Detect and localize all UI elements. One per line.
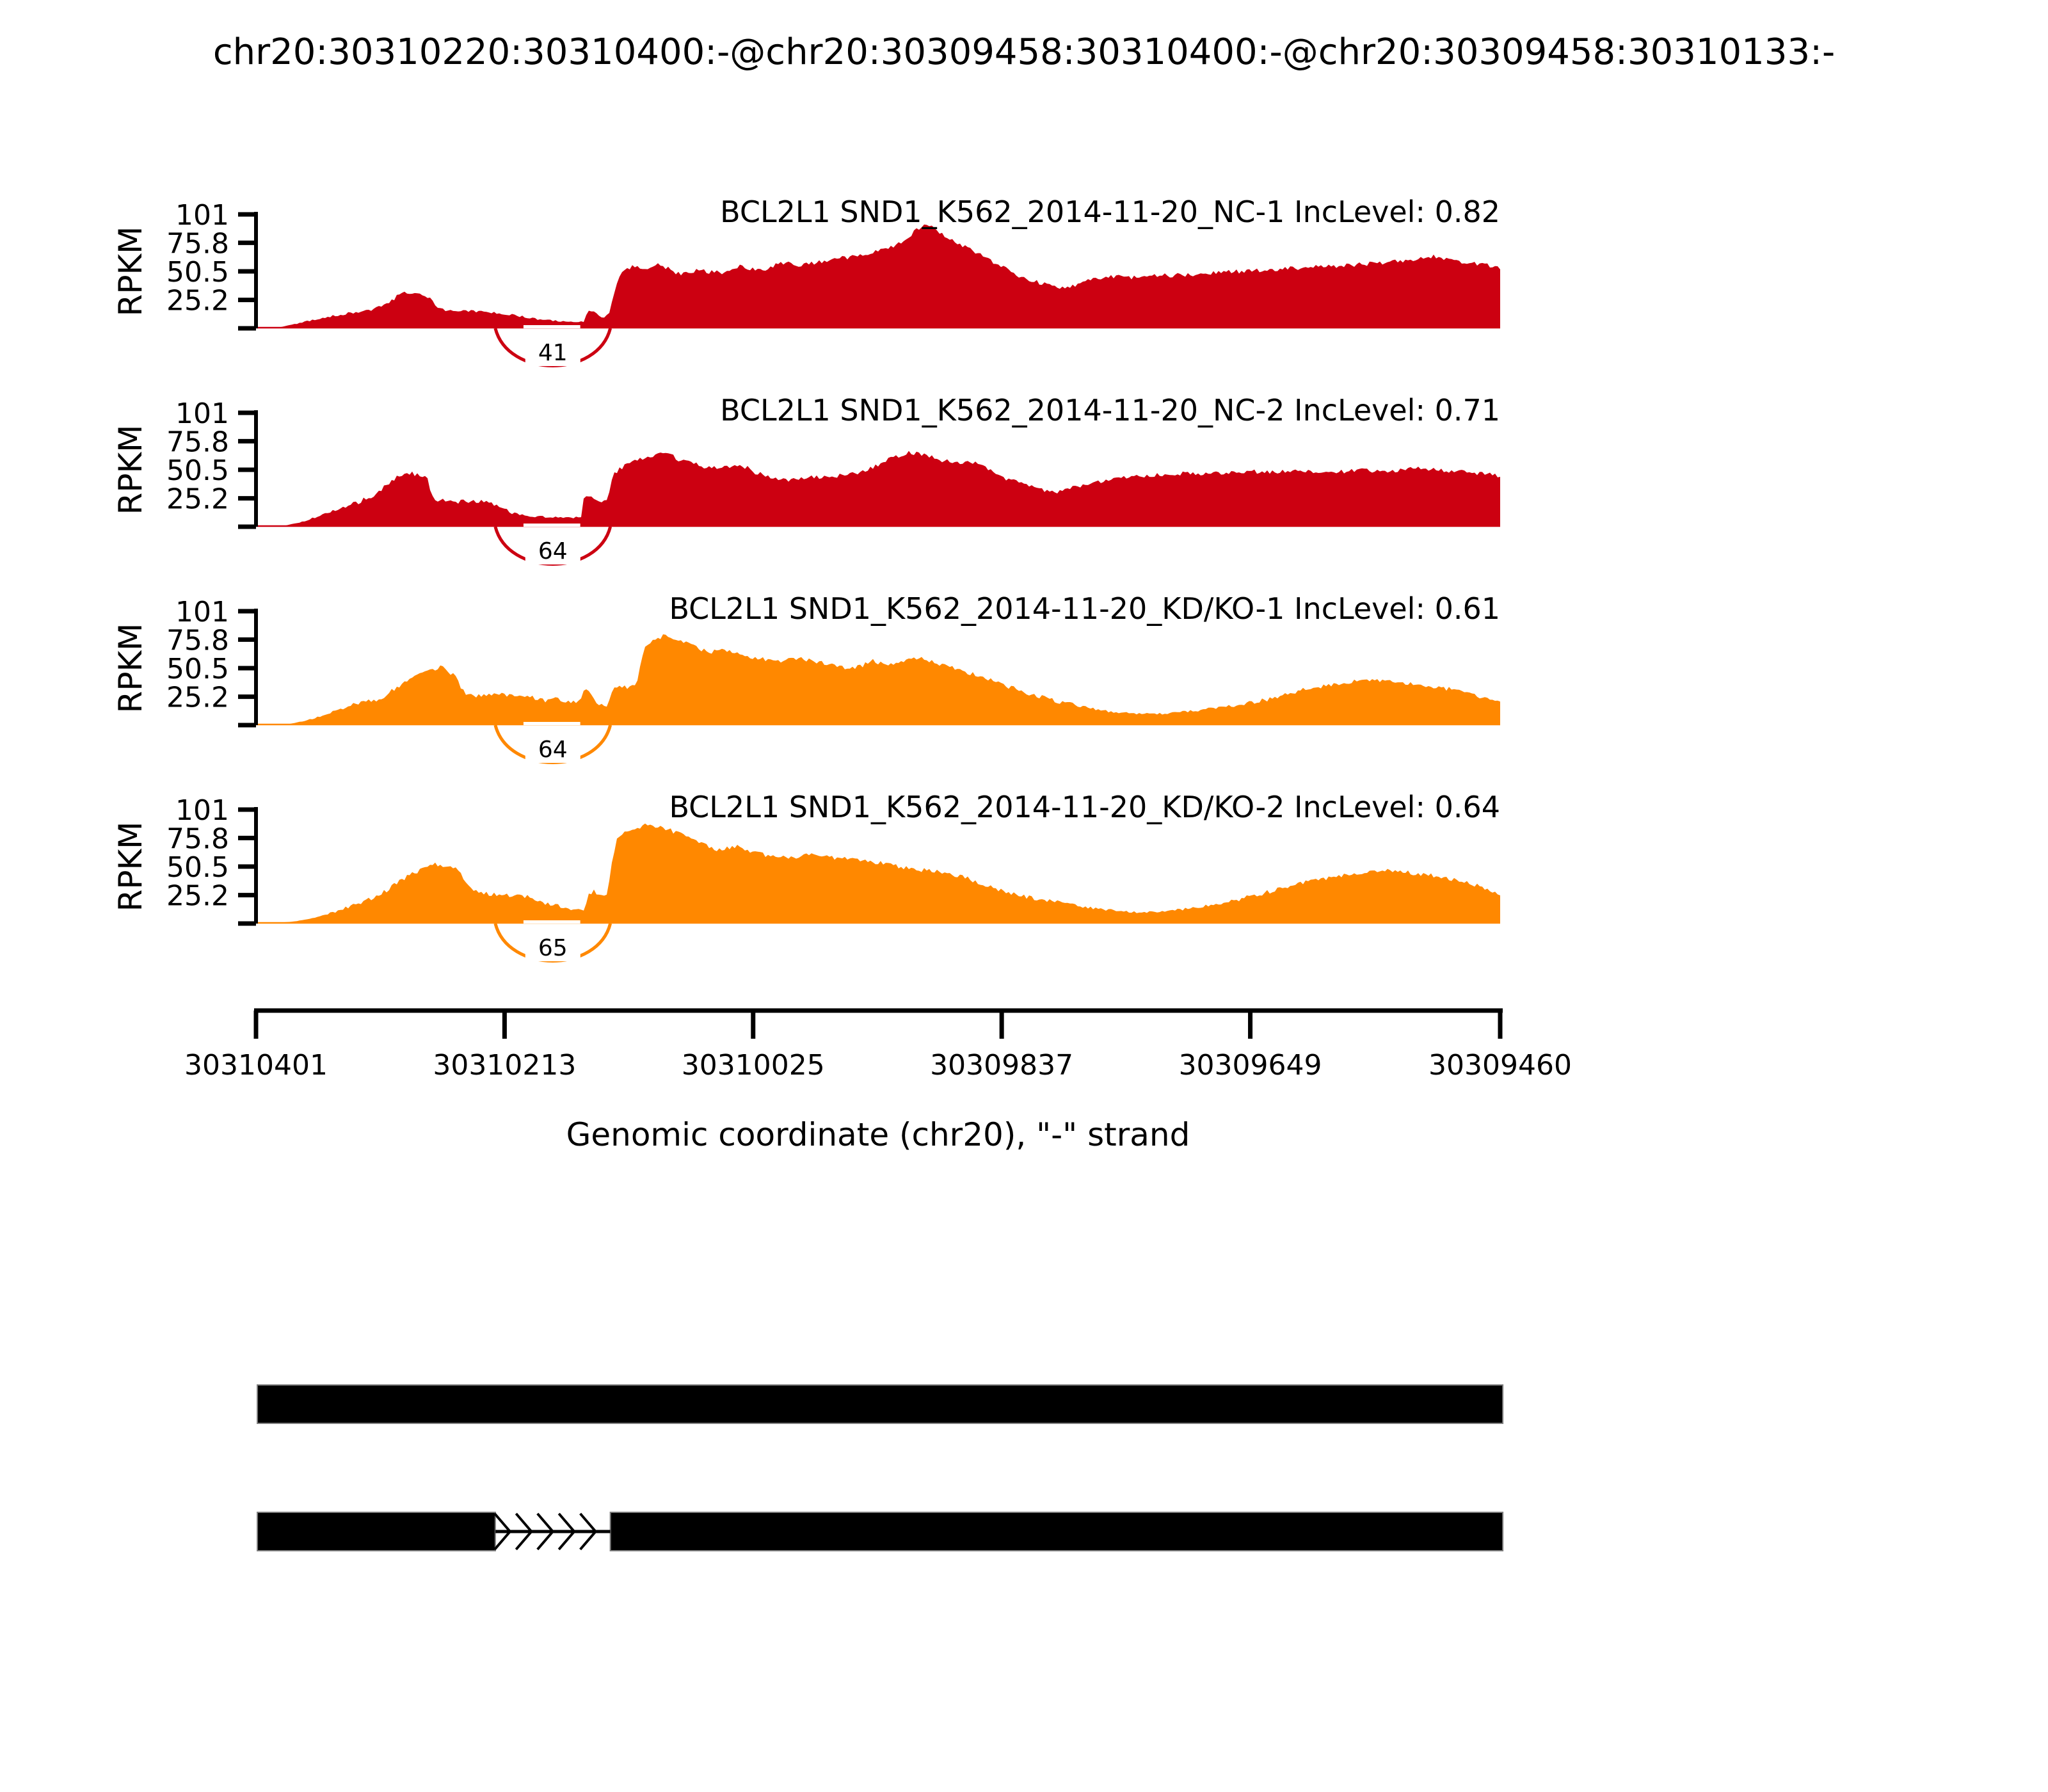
figure-title: chr20:30310220:30310400:-@chr20:30309458… (213, 31, 1835, 73)
y-axis-tick-label: 101 (175, 397, 229, 430)
strand-arrow-icon (493, 1512, 512, 1551)
arc-gap-notch (523, 524, 580, 527)
junction-count-box (525, 338, 580, 366)
junction-count-label: 64 (538, 737, 568, 763)
exon-box (609, 1512, 1504, 1551)
gene-isoform (257, 1512, 1504, 1551)
arc-gap-notch (523, 920, 580, 924)
y-axis-tick-label: 75.8 (166, 822, 229, 855)
x-axis-tick-label: 30309837 (930, 1049, 1073, 1082)
y-axis-tick-label: 50.5 (166, 851, 229, 884)
strand-arrow-icon (515, 1512, 533, 1551)
junction-count-box (525, 536, 580, 564)
coverage-area (256, 634, 1500, 725)
junction-count-box (525, 735, 580, 763)
track-label: BCL2L1 SND1_K562_2014-11-20_KD/KO-2 IncL… (669, 790, 1500, 824)
strand-arrow-icon (557, 1512, 576, 1551)
arc-gap-notch (523, 722, 580, 725)
coverage-area (256, 451, 1500, 527)
y-axis-tick-label: 75.8 (166, 624, 229, 657)
y-axis-title: RPKM (112, 227, 149, 317)
y-axis-title: RPKM (112, 822, 149, 912)
x-axis-ticks: 30310401 30310213 30310025 30309837 30309649… (184, 1011, 1572, 1082)
y-axis-title: RPKM (112, 623, 149, 714)
x-axis-tick-label: 30309460 (1428, 1049, 1572, 1082)
y-axis-tick-label: 101 (175, 199, 229, 232)
gene-model (257, 1384, 1504, 1551)
y-axis-tick-label: 25.2 (166, 682, 229, 714)
x-axis-tick-label: 30310213 (433, 1049, 576, 1082)
track-label: BCL2L1 SND1_K562_2014-11-20_NC-1 IncLeve… (720, 195, 1500, 229)
junction-count-label: 64 (538, 538, 568, 564)
x-axis-tick-label: 30310025 (682, 1049, 825, 1082)
strand-arrow-icon (579, 1512, 598, 1551)
y-axis-title: RPKM (112, 425, 149, 515)
y-axis-tick-label: 101 (175, 794, 229, 827)
junction-count-label: 65 (538, 935, 568, 961)
y-axis-tick-label: 50.5 (166, 454, 229, 487)
y-axis-tick-label: 25.2 (166, 483, 229, 516)
y-axis-tick-label: 25.2 (166, 285, 229, 317)
y-axis-tick-label: 75.8 (166, 227, 229, 260)
x-axis-tick-label: 30310401 (184, 1049, 328, 1082)
track-label: BCL2L1 SND1_K562_2014-11-20_NC-2 IncLeve… (720, 393, 1500, 428)
y-axis-tick-label: 101 (175, 596, 229, 628)
junction-count-box (525, 933, 580, 961)
strand-arrow-icon (536, 1512, 555, 1551)
x-axis-tick-label: 30309649 (1179, 1049, 1322, 1082)
track-label: BCL2L1 SND1_K562_2014-11-20_KD/KO-1 IncL… (669, 591, 1500, 626)
exon-box (257, 1384, 1504, 1424)
x-axis: 30310401 30310213 30310025 30309837 30309649… (184, 1008, 1572, 1153)
y-axis-tick-label: 75.8 (166, 426, 229, 458)
y-axis-tick-label: 50.5 (166, 653, 229, 685)
arc-gap-notch (523, 325, 580, 328)
y-axis-tick-label: 50.5 (166, 256, 229, 289)
x-axis-title: Genomic coordinate (chr20), "-" strand (566, 1116, 1190, 1153)
exon-box (257, 1512, 496, 1551)
junction-count-label: 41 (538, 340, 568, 366)
coverage-area (256, 823, 1500, 924)
coverage-area (256, 224, 1500, 328)
y-axis-tick-label: 25.2 (166, 880, 229, 913)
gene-isoform (257, 1384, 1504, 1424)
